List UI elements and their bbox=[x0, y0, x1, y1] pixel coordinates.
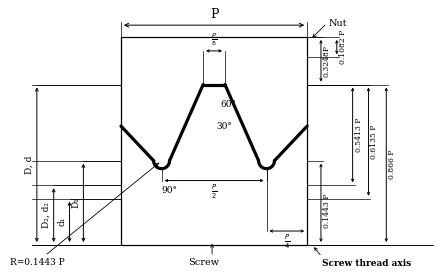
Text: 0.3248P: 0.3248P bbox=[323, 45, 331, 77]
Text: D₁: D₁ bbox=[71, 198, 81, 208]
Text: D, d: D, d bbox=[25, 156, 34, 174]
Text: 0.1443 P: 0.1443 P bbox=[323, 193, 331, 228]
Text: D₂, d₂: D₂, d₂ bbox=[42, 202, 51, 228]
Text: 0.5413 P: 0.5413 P bbox=[355, 118, 363, 152]
Text: $\frac{P}{8}$: $\frac{P}{8}$ bbox=[211, 31, 217, 48]
Text: 60°: 60° bbox=[220, 100, 236, 109]
Text: P: P bbox=[210, 8, 218, 21]
Text: R=0.1443 P: R=0.1443 P bbox=[10, 258, 65, 267]
Text: $\frac{P}{2}$: $\frac{P}{2}$ bbox=[211, 182, 217, 201]
Text: 30°: 30° bbox=[216, 122, 232, 131]
Text: 0.866 P: 0.866 P bbox=[388, 150, 396, 179]
Text: Nut: Nut bbox=[329, 19, 347, 28]
Text: Screw: Screw bbox=[189, 258, 220, 267]
Text: 0.6135 P: 0.6135 P bbox=[371, 124, 378, 159]
Text: $\frac{P}{4}$: $\frac{P}{4}$ bbox=[284, 233, 290, 251]
Text: 0.1082 P: 0.1082 P bbox=[339, 30, 347, 64]
Text: 90°: 90° bbox=[162, 187, 177, 195]
Text: Screw thread axis: Screw thread axis bbox=[322, 259, 411, 268]
Polygon shape bbox=[121, 85, 307, 245]
Bar bbox=[121, 37, 307, 245]
Polygon shape bbox=[121, 37, 307, 169]
Text: d₁: d₁ bbox=[57, 217, 67, 226]
